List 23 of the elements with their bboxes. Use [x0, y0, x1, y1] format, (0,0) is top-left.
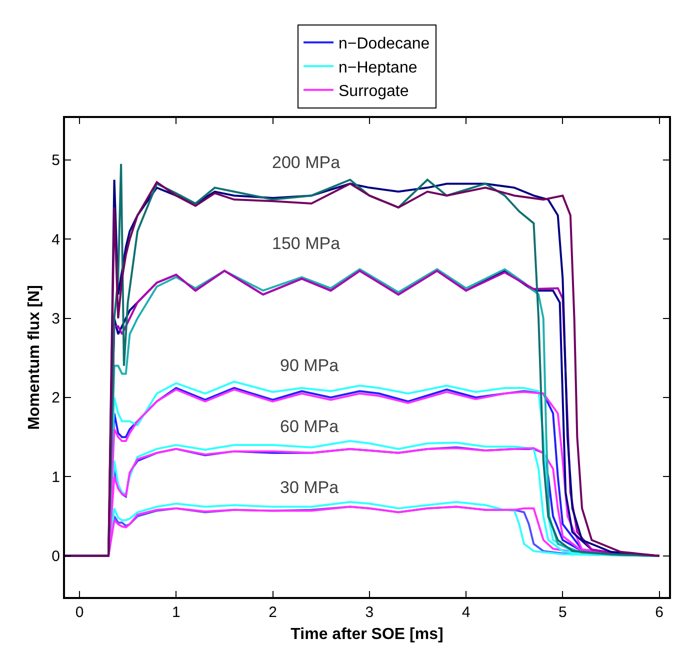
x-tick-label: 4 — [462, 604, 470, 621]
y-axis-title: Momentum flux [N] — [26, 285, 44, 430]
legend-label: n−Heptane — [338, 59, 418, 76]
x-tick-label: 2 — [268, 604, 277, 621]
x-tick-label: 1 — [172, 604, 180, 621]
y-tick-label: 0 — [52, 548, 60, 566]
y-tick-label: 1 — [52, 468, 60, 486]
annotation: 90 MPa — [280, 356, 340, 375]
y-tick-label: 5 — [52, 152, 60, 170]
x-axis-title: Time after SOE [ms] — [290, 626, 444, 644]
x-tick-label: 0 — [75, 604, 84, 621]
legend-label: Surrogate — [338, 83, 409, 100]
annotation: 200 MPa — [272, 153, 341, 172]
x-tick-label: 3 — [365, 604, 374, 621]
annotation: 60 MPa — [280, 417, 340, 436]
annotation: 30 MPa — [280, 478, 340, 497]
legend-label: n−Dodecane — [338, 36, 430, 53]
y-tick-label: 2 — [52, 390, 60, 407]
y-tick-label: 4 — [52, 231, 60, 248]
annotation: 150 MPa — [272, 234, 341, 253]
x-tick-label: 6 — [655, 604, 664, 621]
x-tick-label: 5 — [558, 604, 567, 621]
y-tick-label: 3 — [52, 310, 60, 328]
